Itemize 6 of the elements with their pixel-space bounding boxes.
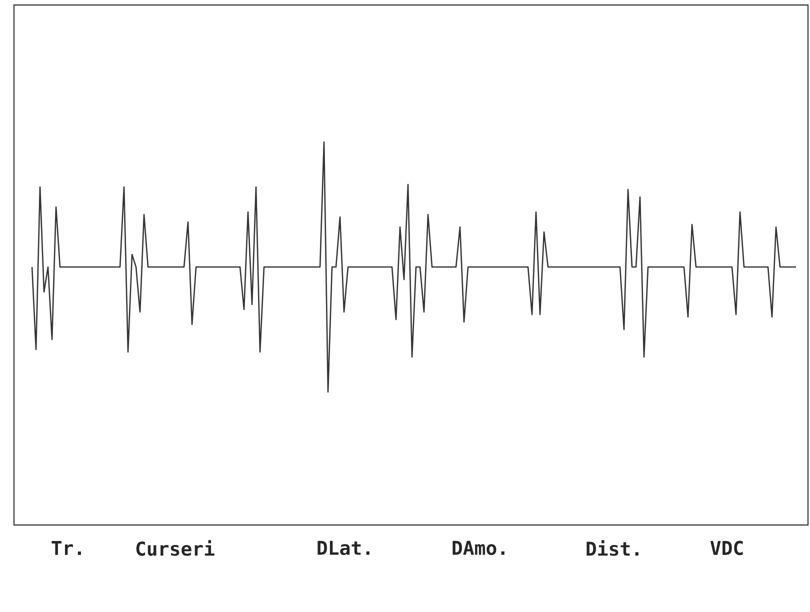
text: VDC xyxy=(710,540,743,556)
text: DLat. xyxy=(318,540,370,556)
text: Curseri xyxy=(136,540,214,556)
text: Tr. xyxy=(52,541,81,555)
text: DAmo. xyxy=(452,540,504,556)
text: Dist. xyxy=(586,540,638,556)
